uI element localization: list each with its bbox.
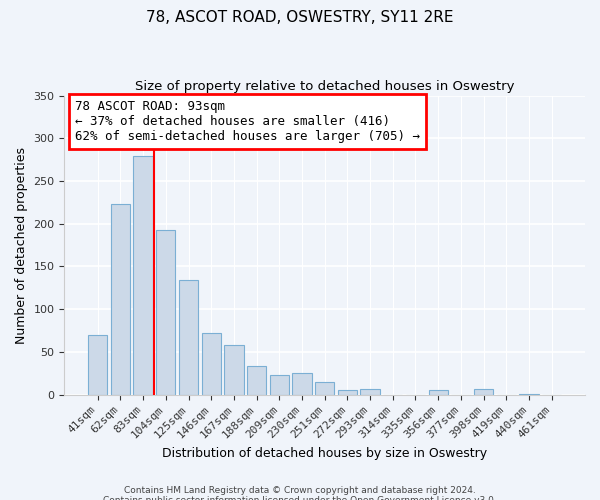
Bar	[111, 204, 130, 394]
Bar	[247, 366, 266, 394]
Bar	[474, 390, 493, 394]
Bar	[156, 230, 175, 394]
Bar	[315, 382, 334, 394]
Bar	[269, 375, 289, 394]
Bar	[292, 374, 311, 394]
Bar	[88, 335, 107, 394]
Text: 78, ASCOT ROAD, OSWESTRY, SY11 2RE: 78, ASCOT ROAD, OSWESTRY, SY11 2RE	[146, 10, 454, 25]
Bar	[224, 345, 244, 395]
Title: Size of property relative to detached houses in Oswestry: Size of property relative to detached ho…	[135, 80, 514, 93]
Bar	[133, 156, 153, 394]
Text: 78 ASCOT ROAD: 93sqm
← 37% of detached houses are smaller (416)
62% of semi-deta: 78 ASCOT ROAD: 93sqm ← 37% of detached h…	[75, 100, 420, 143]
Bar	[338, 390, 357, 394]
X-axis label: Distribution of detached houses by size in Oswestry: Distribution of detached houses by size …	[162, 447, 487, 460]
Text: Contains public sector information licensed under the Open Government Licence v3: Contains public sector information licen…	[103, 496, 497, 500]
Bar	[202, 333, 221, 394]
Bar	[179, 280, 198, 394]
Text: Contains HM Land Registry data © Crown copyright and database right 2024.: Contains HM Land Registry data © Crown c…	[124, 486, 476, 495]
Bar	[428, 390, 448, 394]
Y-axis label: Number of detached properties: Number of detached properties	[15, 146, 28, 344]
Bar	[361, 388, 380, 394]
